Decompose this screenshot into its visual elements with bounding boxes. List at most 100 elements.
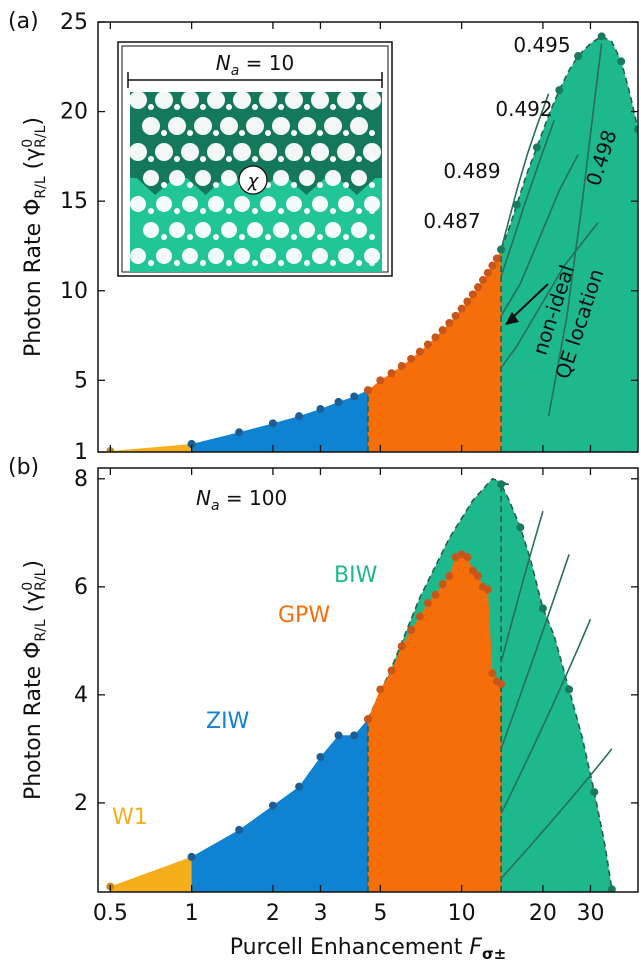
crystal-small-hole <box>161 130 167 136</box>
crystal-small-hole <box>343 130 349 136</box>
crystal-small-hole <box>369 156 375 162</box>
data-point <box>532 143 541 152</box>
crystal-hole <box>299 222 315 238</box>
crystal-hole <box>181 143 199 161</box>
crystal-hole <box>194 117 212 135</box>
crystal-small-hole <box>174 260 180 266</box>
data-point <box>634 125 638 134</box>
data-point <box>235 825 244 834</box>
crystal-small-hole <box>252 104 258 110</box>
crystal-hole <box>195 170 211 186</box>
crystal-hole <box>259 91 277 109</box>
y-axis-label-sup: 0 <box>20 582 36 591</box>
crystal-small-hole <box>252 260 258 266</box>
data-point <box>463 297 472 306</box>
crystal-small-hole <box>161 234 167 240</box>
crystal-hole <box>337 91 355 109</box>
crystal-small-hole <box>226 104 232 110</box>
x-tick-label: 2 <box>266 901 280 926</box>
data-point <box>574 52 583 61</box>
inset-text-rest: = 100 <box>220 486 288 510</box>
crystal-hole <box>234 196 250 212</box>
y-tick-label: 25 <box>60 10 88 35</box>
x-axis-label: Purcell Enhancement Fσ± <box>230 935 507 963</box>
crystal-small-hole <box>291 182 297 188</box>
data-point <box>468 290 477 299</box>
crystal-hole <box>156 196 172 212</box>
crystal-hole <box>338 248 354 264</box>
data-point <box>463 553 472 562</box>
x-tick-label: 3 <box>313 901 327 926</box>
y-axis-label-close: ) <box>21 117 46 126</box>
data-point <box>364 715 372 724</box>
crystal-small-hole <box>291 234 297 240</box>
x-tick-label: 20 <box>529 901 557 926</box>
crystal-small-hole <box>317 182 323 188</box>
region-BIW <box>501 36 638 452</box>
y-axis-label-sub2: R/L <box>33 568 49 590</box>
data-point <box>438 326 447 335</box>
data-point <box>512 200 521 209</box>
crystal-hole <box>233 143 251 161</box>
crystal-small-hole <box>148 156 154 162</box>
crystal-hole <box>311 91 329 109</box>
contour-line <box>500 120 555 277</box>
y-tick-label: 8 <box>74 467 88 492</box>
data-point <box>423 340 432 349</box>
crystal-hole <box>156 248 172 264</box>
crystal-small-hole <box>317 234 323 240</box>
crystal-hole <box>311 143 329 161</box>
crystal-hole <box>285 91 303 109</box>
data-point <box>516 523 525 532</box>
crystal-small-hole <box>187 130 193 136</box>
crystal-hole <box>129 143 147 161</box>
data-point <box>376 685 385 694</box>
crystal-small-hole <box>278 208 284 214</box>
crystal-hole <box>220 117 238 135</box>
panel-1: 2 4 6 8 0.5 1 2 3 5 10 20 30 Photon Rate ΦR/L (γ0R/L… <box>8 455 639 926</box>
data-point <box>407 354 416 363</box>
crystal-small-hole <box>278 260 284 266</box>
crystal-small-hole <box>200 156 206 162</box>
crystal-small-hole <box>304 156 310 162</box>
crystal-small-hole <box>226 260 232 266</box>
crystal-small-hole <box>265 234 271 240</box>
data-point <box>538 604 547 613</box>
data-point <box>445 572 454 581</box>
crystal-small-hole <box>265 130 271 136</box>
panel-label: (b) <box>8 455 39 480</box>
y-axis-label-sub2: R/L <box>33 125 49 147</box>
y-tick-label: 15 <box>60 189 88 214</box>
crystal-hole <box>182 196 198 212</box>
crystal-small-hole <box>278 104 284 110</box>
crystal-hole <box>221 170 237 186</box>
contour-label: 0.495 <box>513 33 570 57</box>
crystal-hole <box>364 196 380 212</box>
data-point <box>488 261 497 270</box>
crystal-small-hole <box>200 260 206 266</box>
crystal-small-hole <box>148 104 154 110</box>
crystal-small-hole <box>356 260 362 266</box>
contour-line <box>500 554 570 750</box>
data-point <box>316 752 325 761</box>
data-point <box>488 669 497 678</box>
data-point <box>590 788 599 797</box>
data-point <box>316 405 325 413</box>
crystal-hole <box>130 248 146 264</box>
data-point <box>483 585 492 594</box>
contour-label: 0.492 <box>495 97 552 121</box>
data-point <box>397 362 406 370</box>
data-point <box>468 566 477 575</box>
data-point <box>350 731 359 740</box>
crystal-small-hole <box>226 208 232 214</box>
crystal-hole <box>155 143 173 161</box>
region-label-ZIW: ZIW <box>206 709 250 734</box>
crystal-small-hole <box>356 208 362 214</box>
crystal-hole <box>286 248 302 264</box>
region-BIW <box>501 484 612 892</box>
inset-text-n: N <box>196 486 211 510</box>
data-point <box>295 782 304 791</box>
data-point <box>479 276 488 284</box>
contour-line <box>500 154 579 317</box>
